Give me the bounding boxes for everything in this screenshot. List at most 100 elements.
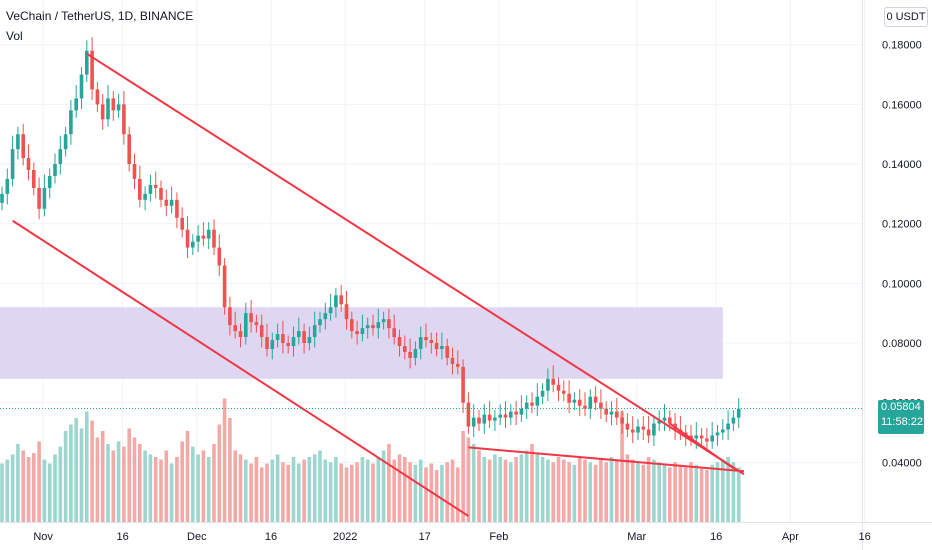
last-price-value: 0.05804 — [881, 400, 921, 413]
candle-body — [477, 417, 481, 424]
volume-bar — [736, 467, 741, 522]
candle-body — [206, 229, 211, 239]
candle-body — [397, 337, 402, 347]
volume-bar — [530, 444, 534, 522]
candle-body — [21, 134, 25, 159]
volume-bar — [535, 454, 540, 522]
time-axis-label: 2022 — [333, 531, 357, 543]
volume-bar — [540, 457, 545, 522]
volume-bar — [678, 464, 683, 522]
volume-bar — [503, 459, 508, 522]
candle-body — [244, 313, 248, 338]
volume-bar — [482, 457, 487, 522]
candle-body — [705, 438, 709, 442]
volume-bar — [249, 463, 253, 522]
volume-bar — [132, 437, 137, 522]
candle-body — [668, 417, 672, 424]
volume-bar — [180, 441, 184, 522]
volume-bar — [307, 457, 312, 522]
candle-body — [413, 348, 418, 358]
candle-body — [418, 337, 423, 349]
candle-body — [641, 426, 646, 430]
candle-body — [69, 110, 73, 135]
candle-body — [47, 175, 52, 188]
volume-bar — [625, 454, 630, 522]
candle-body — [588, 396, 593, 409]
candle-body — [609, 411, 614, 415]
volume-bar — [63, 431, 68, 522]
time-axis-label: Feb — [489, 531, 508, 543]
volume-bar — [519, 454, 524, 522]
volume-bar — [445, 462, 449, 522]
candle-body — [191, 241, 195, 248]
volume-bar — [116, 441, 121, 522]
candle-body — [365, 325, 370, 329]
volume-bar — [424, 467, 428, 522]
volume-bar — [159, 459, 163, 522]
candle-body — [318, 319, 322, 326]
volume-bar — [53, 454, 57, 522]
volume-bar — [699, 467, 704, 522]
volume-bar — [609, 457, 614, 522]
volume-bar — [238, 454, 243, 522]
volume-bar — [450, 459, 455, 522]
candle-body — [471, 417, 476, 427]
volume-bar — [456, 467, 460, 522]
candle-body — [233, 325, 237, 332]
volume-bar — [599, 459, 603, 522]
candle-body — [169, 199, 174, 206]
volume-bar — [323, 459, 328, 522]
candle-body — [122, 104, 126, 135]
candle-body — [79, 74, 84, 99]
volume-bar — [286, 464, 290, 522]
candle-body — [699, 435, 704, 439]
price-axis-label: 0.04000 — [882, 457, 922, 469]
candle-body — [360, 328, 365, 335]
currency-button[interactable]: 0 USDT — [884, 7, 928, 27]
volume-bar — [37, 441, 41, 522]
volume-bar — [397, 454, 402, 522]
volume-bar — [0, 463, 4, 522]
wedge-trendline — [669, 422, 734, 470]
candle-body — [371, 325, 375, 329]
candle-body — [85, 50, 89, 75]
volume-bar — [593, 464, 598, 522]
price-axis-label: 0.14000 — [882, 159, 922, 171]
candle-body — [604, 408, 608, 415]
volume-bar — [328, 462, 333, 522]
candle-body — [201, 235, 206, 239]
volume-bar — [721, 459, 725, 522]
candle-body — [180, 217, 184, 230]
candle-body — [297, 331, 301, 338]
volume-bar — [334, 457, 338, 522]
volume-bar — [339, 463, 343, 522]
volume-bar — [122, 446, 126, 522]
candle-body — [652, 423, 656, 436]
candle-body — [424, 337, 428, 341]
candle-body — [535, 396, 540, 406]
candle-body — [265, 337, 269, 349]
time-axis-label: Apr — [782, 531, 799, 543]
price-axis-label: 0.18000 — [882, 40, 922, 52]
time-axis-label: 16 — [265, 531, 277, 543]
volume-bar — [408, 462, 412, 522]
volume-bar — [710, 464, 714, 522]
price-axis-label: 0.10000 — [882, 278, 922, 290]
volume-bar — [79, 428, 84, 522]
candle-body — [546, 378, 550, 391]
volume-bar — [705, 470, 709, 522]
candle-body — [37, 187, 41, 209]
candle-body — [58, 149, 63, 165]
volume-bar — [641, 464, 646, 522]
candle-body — [434, 343, 439, 349]
volume-bar — [302, 459, 306, 522]
candle-body — [562, 390, 566, 394]
candle-body — [185, 229, 190, 248]
candle-body — [509, 411, 513, 418]
support-trendline-2 — [468, 446, 745, 473]
candle-body — [254, 322, 259, 326]
volume-bar — [376, 457, 381, 522]
volume-bar — [630, 459, 635, 522]
candle-body — [307, 337, 312, 344]
